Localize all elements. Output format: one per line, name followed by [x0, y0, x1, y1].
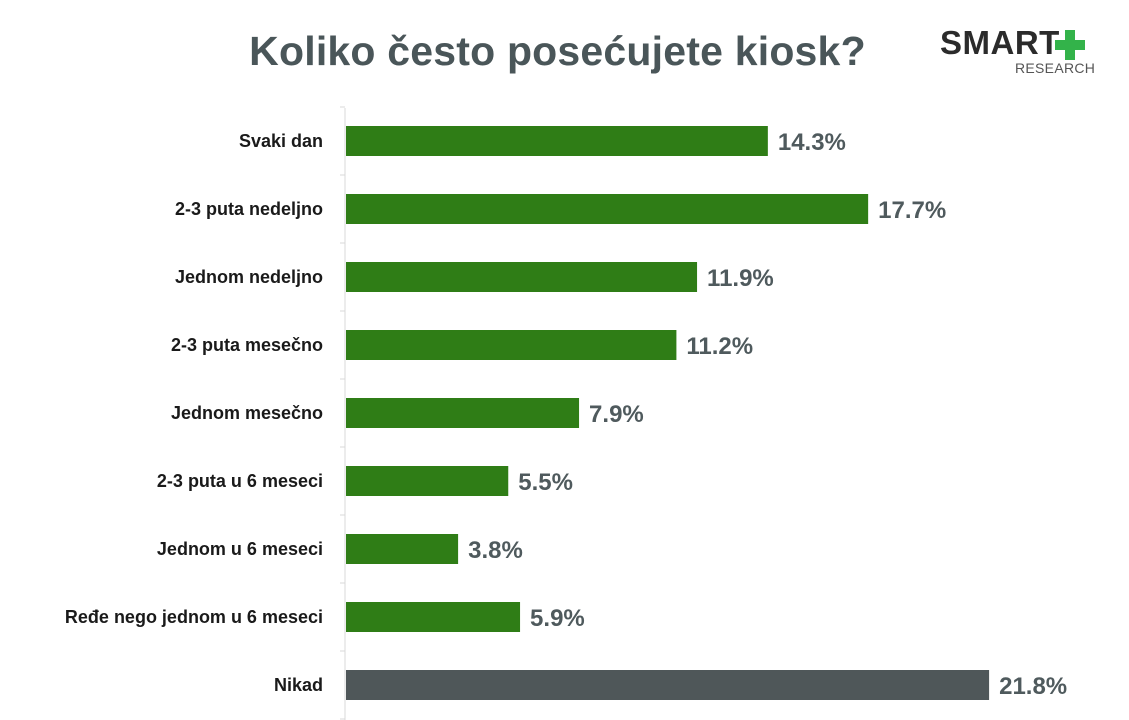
- bar: [346, 398, 580, 428]
- data-label: 5.5%: [518, 469, 573, 496]
- bar: [346, 126, 768, 156]
- data-label: 11.9%: [707, 265, 774, 292]
- data-label: 11.2%: [686, 333, 753, 360]
- data-label: 17.7%: [878, 197, 946, 224]
- category-label: Jednom mesečno: [171, 403, 323, 423]
- category-label: 2-3 puta nedeljno: [175, 199, 323, 219]
- bar: [346, 262, 698, 292]
- bar: [346, 194, 869, 224]
- data-label: 7.9%: [589, 401, 644, 428]
- category-label: Ređe nego jednom u 6 meseci: [65, 607, 323, 627]
- category-label: Jednom u 6 meseci: [157, 539, 323, 559]
- smart-research-logo: SMART RESEARCH: [937, 24, 1102, 80]
- data-label: 21.8%: [999, 673, 1067, 700]
- data-label: 3.8%: [468, 537, 523, 564]
- bar: [346, 602, 521, 632]
- chart-title: Koliko često posećujete kiosk?: [249, 28, 866, 74]
- bar: [346, 670, 990, 700]
- logo-sub-text: RESEARCH: [1015, 60, 1096, 76]
- category-label: Svaki dan: [239, 131, 323, 151]
- plus-icon: [1055, 30, 1085, 60]
- bar: [346, 466, 509, 496]
- logo-brand-text: SMART: [940, 24, 1060, 61]
- bar: [346, 330, 677, 360]
- category-label: 2-3 puta u 6 meseci: [157, 471, 323, 491]
- category-label: Nikad: [274, 675, 323, 695]
- category-label: 2-3 puta mesečno: [171, 335, 323, 355]
- bar: [346, 534, 459, 564]
- data-label: 5.9%: [530, 605, 585, 632]
- category-label: Jednom nedeljno: [175, 267, 323, 287]
- data-label: 14.3%: [778, 129, 846, 156]
